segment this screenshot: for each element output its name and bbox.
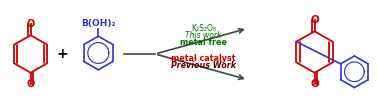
- Text: O: O: [26, 19, 35, 29]
- Text: B(OH)₂: B(OH)₂: [81, 19, 116, 28]
- Text: Previous Work: Previous Work: [171, 61, 236, 70]
- Text: O: O: [310, 15, 319, 25]
- Text: O: O: [26, 79, 35, 89]
- Text: +: +: [57, 47, 68, 61]
- Text: O: O: [310, 79, 319, 89]
- Text: K₂S₂O₈: K₂S₂O₈: [191, 24, 216, 33]
- Text: metal catalyst: metal catalyst: [171, 54, 236, 63]
- Text: This work: This work: [185, 31, 222, 40]
- Text: metal free: metal free: [180, 38, 227, 47]
